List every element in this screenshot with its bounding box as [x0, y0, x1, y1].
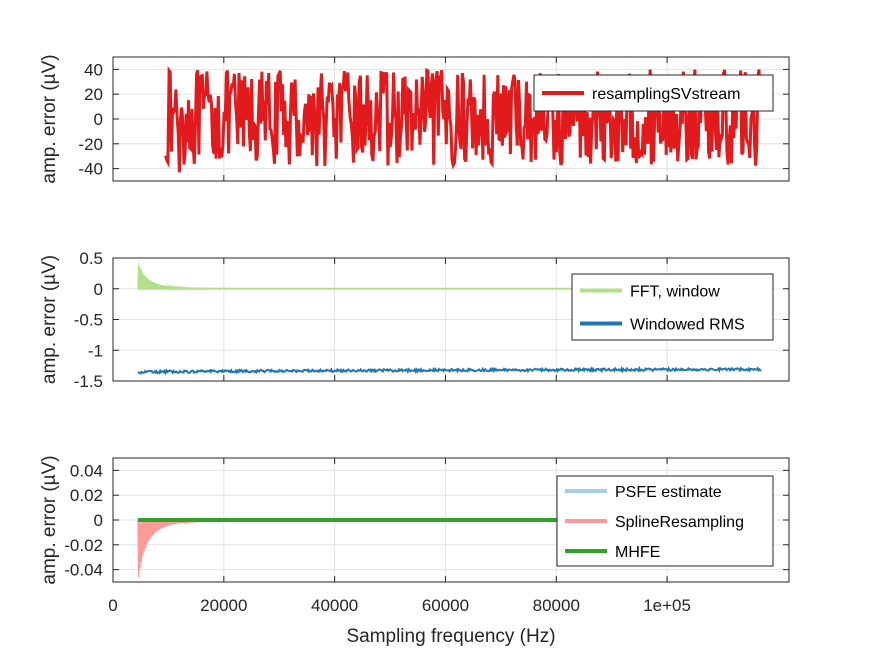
y-tick-label: -1	[88, 341, 103, 360]
y-tick-label: -0.04	[64, 561, 103, 580]
legend-label: PSFE estimate	[615, 484, 722, 501]
legend: FFT, window Windowed RMS	[571, 273, 774, 341]
y-axis-label: amp. error (µV)	[39, 255, 60, 384]
x-tick-label: 60000	[422, 596, 469, 615]
series-group	[164, 66, 763, 173]
y-tick-label: 0	[94, 511, 103, 530]
legend: PSFE estimate SplineResampling MHFE	[556, 475, 774, 567]
y-tick-label: 0	[94, 110, 103, 129]
x-tick-label: 1e+05	[643, 596, 691, 615]
y-tick-label: -40	[78, 160, 103, 179]
axes-3: -0.04 -0.02 0 0.02 0.04 0 20000 40000 60000 80000…	[39, 455, 790, 647]
x-tick-label: 40000	[311, 596, 358, 615]
y-tick-label: 20	[84, 85, 103, 104]
x-tick-label: 20000	[200, 596, 247, 615]
y-tick-label: -20	[78, 135, 103, 154]
y-axis-label: amp. error (µV)	[39, 54, 60, 183]
legend: resamplingSVstream	[533, 74, 774, 112]
series-resamplingSVstream	[164, 66, 763, 173]
y-tick-label: 0.5	[79, 249, 103, 268]
axes-2: -1.5 -1 -0.5 0 0.5 amp. error (µV) FFT, window…	[39, 249, 790, 391]
series-Windowed RMS	[137, 365, 762, 376]
x-tick-label: 80000	[533, 596, 580, 615]
y-tick-label: 0.02	[70, 486, 103, 505]
legend-label: FFT, window	[630, 284, 720, 301]
x-tick-label: 0	[108, 596, 117, 615]
y-tick-label: -0.02	[64, 536, 103, 555]
legend-label: Windowed RMS	[630, 317, 745, 334]
x-axis-label: Sampling frequency (Hz)	[346, 626, 555, 647]
legend-box	[571, 273, 774, 341]
y-tick-label: 40	[84, 60, 103, 79]
legend-label: MHFE	[615, 544, 660, 561]
axes-1: -40 -20 0 20 40 amp. error (µV) resamplingSVst…	[39, 54, 790, 184]
y-tick-label: 0	[94, 280, 103, 299]
y-tick-label: -1.5	[74, 372, 103, 391]
legend-label: SplineResampling	[615, 514, 744, 531]
legend-label: resamplingSVstream	[592, 86, 741, 103]
y-axis-label: amp. error (µV)	[39, 455, 60, 584]
y-tick-label: -0.5	[74, 311, 103, 330]
y-tick-label: 0.04	[70, 461, 103, 480]
